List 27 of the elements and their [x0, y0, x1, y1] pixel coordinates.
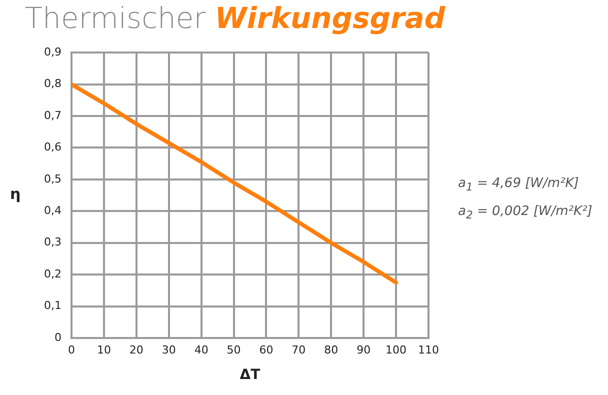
x-tick-label: 60 [259, 343, 274, 356]
x-tick-label: 50 [226, 343, 241, 356]
y-tick-label: 0,4 [44, 204, 62, 218]
x-tick-label: 0 [68, 343, 75, 356]
x-tick-label: 110 [418, 343, 439, 356]
y-tick-label: 0,7 [44, 108, 62, 122]
x-tick-label: 20 [129, 343, 144, 356]
x-tick-label: 70 [292, 343, 306, 356]
x-tick-label: 100 [386, 343, 407, 356]
x-tick-label: 10 [96, 343, 111, 356]
text: a$_{1}$ = 4,69 [W/m²K] [458, 175, 580, 196]
y-tick-label: 0 [54, 330, 62, 344]
x-tick-label: 90 [356, 343, 371, 356]
y-tick-label: 0,2 [44, 267, 62, 280]
y-tick-label: 0,6 [44, 140, 62, 154]
chart-title: Thermischer Wirkungsgrad [24, 1, 446, 35]
y-tick-label: 0,3 [44, 236, 62, 249]
y-tick-label: 0,1 [44, 299, 62, 312]
x-axis-title: ΔT [240, 367, 261, 384]
text: a$_{2}$ = 0,002 [W/m²K²] [458, 202, 592, 224]
x-tick-label: 30 [162, 343, 176, 356]
x-tick-label: 80 [324, 343, 338, 356]
x-tick-label: 40 [194, 343, 208, 356]
y-tick-label: 0,9 [44, 45, 62, 58]
y-tick-label: 0,5 [44, 172, 62, 186]
y-axis-title: η [10, 185, 21, 203]
y-tick-label: 0,8 [44, 77, 62, 90]
